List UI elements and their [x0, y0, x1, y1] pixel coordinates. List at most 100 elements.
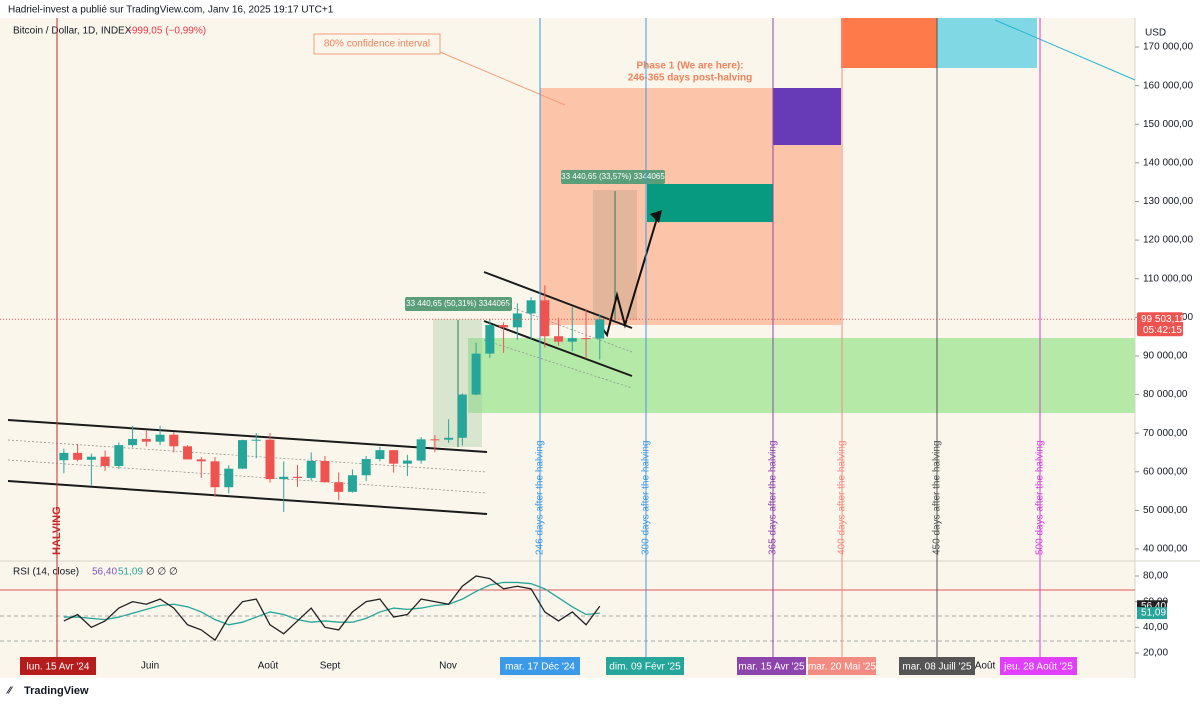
y-tick-label: 110 000,00	[1143, 273, 1193, 284]
y-tick-label: 90 000,00	[1143, 351, 1188, 362]
time-label: Juin	[141, 661, 159, 672]
rsi-badge-label: 56,40	[1141, 601, 1166, 612]
time-badge	[737, 657, 806, 675]
candle-body	[100, 456, 110, 466]
rsi-ma-line	[63, 581, 600, 626]
footer: TradingView	[24, 685, 89, 697]
measure-label-box	[561, 170, 665, 184]
candle-body	[183, 446, 193, 460]
rsi-tick-label: 80,00	[1143, 571, 1168, 582]
channel	[7, 271, 633, 515]
candle-body	[196, 459, 206, 462]
callout-line	[439, 51, 566, 106]
candle-body	[128, 438, 138, 446]
candle-body	[251, 439, 261, 441]
event-label: 365 days after the halving	[768, 440, 779, 555]
rsi-badge	[1137, 607, 1167, 620]
time-label: dim. 09 Févr '25	[609, 662, 681, 673]
rsi-badge-label: 51,09	[1141, 608, 1166, 619]
time-label: lun. 15 Avr '24	[27, 662, 90, 673]
y-tick-label: 140 000,00	[1143, 157, 1193, 168]
candle-body	[485, 325, 495, 354]
time-badge	[899, 657, 975, 675]
time-label: Sept	[320, 661, 341, 672]
last-price: 99 503,11	[1141, 314, 1185, 325]
rsi-tick-label: 20,00	[1143, 648, 1168, 659]
rsi-extra: ∅ ∅ ∅	[146, 567, 178, 578]
candle-body	[375, 450, 385, 460]
candle-body	[444, 437, 454, 440]
candle-body	[59, 452, 69, 461]
candle-body	[567, 338, 577, 342]
trend-line	[994, 19, 1136, 81]
callout-box	[313, 33, 441, 55]
y-tick-label: 60 000,00	[1143, 466, 1188, 477]
candle-body	[169, 434, 179, 447]
rsi-ma: 51,09	[118, 567, 143, 578]
candle-body	[581, 338, 591, 340]
time-label: mar. 17 Déc '24	[505, 662, 575, 673]
time-label: mar. 15 Avr '25	[738, 662, 805, 673]
event-label: 300 days after the halving	[641, 440, 652, 555]
candle-body	[224, 468, 234, 488]
currency: USD	[1145, 28, 1166, 39]
measure-label-box	[405, 297, 512, 311]
candle-body	[292, 476, 302, 478]
event-label: 500 days after the halving	[1035, 440, 1046, 555]
symbol: Bitcoin / Dollar, 1D, INDEX	[13, 26, 132, 37]
candle-body	[457, 394, 467, 438]
y-tick-label: 150 000,00	[1143, 119, 1193, 130]
time-label: Nov	[439, 661, 457, 672]
time-badge	[1000, 657, 1077, 675]
candle-body	[114, 445, 124, 466]
logo: ⁄⁄	[6, 686, 14, 697]
candle-body	[73, 452, 83, 460]
y-tick-label: 160 000,00	[1143, 80, 1193, 91]
time-badge	[20, 657, 96, 675]
support-zone	[468, 338, 1135, 413]
halving-label: HALVING	[51, 506, 63, 555]
time-label: Août	[258, 661, 279, 672]
y-tick-label: 80 000,00	[1143, 389, 1188, 400]
measure-label: 33 440,65 (50,31%) 3344065	[406, 299, 510, 308]
callout-text: 80% confidence interval	[324, 39, 430, 50]
cyan-zone	[937, 18, 1037, 68]
candle-body	[306, 460, 316, 478]
candle-body	[238, 440, 248, 469]
candle-body	[265, 439, 275, 480]
candle-body	[361, 459, 371, 476]
rsi-tick-label: 40,00	[1143, 622, 1168, 633]
phase-text: Phase 1 (We are here):	[636, 61, 743, 72]
candle-body	[279, 476, 289, 480]
candle-body	[499, 325, 509, 328]
arrow-head	[650, 210, 662, 223]
candle-body	[430, 439, 440, 441]
event-label: 450 days after the halving	[932, 440, 943, 555]
candle-body	[389, 450, 399, 464]
countdown: 05:42:15	[1143, 325, 1182, 336]
y-tick-label: 130 000,00	[1143, 196, 1193, 207]
target-zone	[647, 184, 773, 222]
event-label: 400 days after the halving	[837, 440, 848, 555]
last-price-box	[1137, 312, 1183, 337]
candle-body	[471, 353, 481, 395]
time-label: Août	[975, 661, 996, 672]
y-tick-label: 70 000,00	[1143, 428, 1188, 439]
time-label: mar. 20 Mai '25	[808, 662, 876, 673]
y-tick-label: 120 000,00	[1143, 235, 1193, 246]
change: −999,05 (−0,99%)	[126, 26, 206, 37]
candle-body	[402, 460, 412, 464]
candle-body	[320, 460, 330, 483]
candle-body	[86, 456, 96, 460]
time-badge	[808, 657, 876, 675]
y-tick-label: 50 000,00	[1143, 505, 1188, 516]
time-badge	[606, 657, 684, 675]
y-tick-label: 170 000,00	[1143, 42, 1193, 53]
candle-body	[595, 319, 605, 339]
publisher: Hadriel-invest a publié sur TradingView.…	[8, 5, 334, 16]
candle-body	[210, 461, 220, 488]
candle-body	[512, 313, 522, 328]
measure-label: 33 440,65 (33,57%) 3344065	[561, 172, 665, 181]
time-label: mar. 08 Juill '25	[902, 662, 972, 673]
